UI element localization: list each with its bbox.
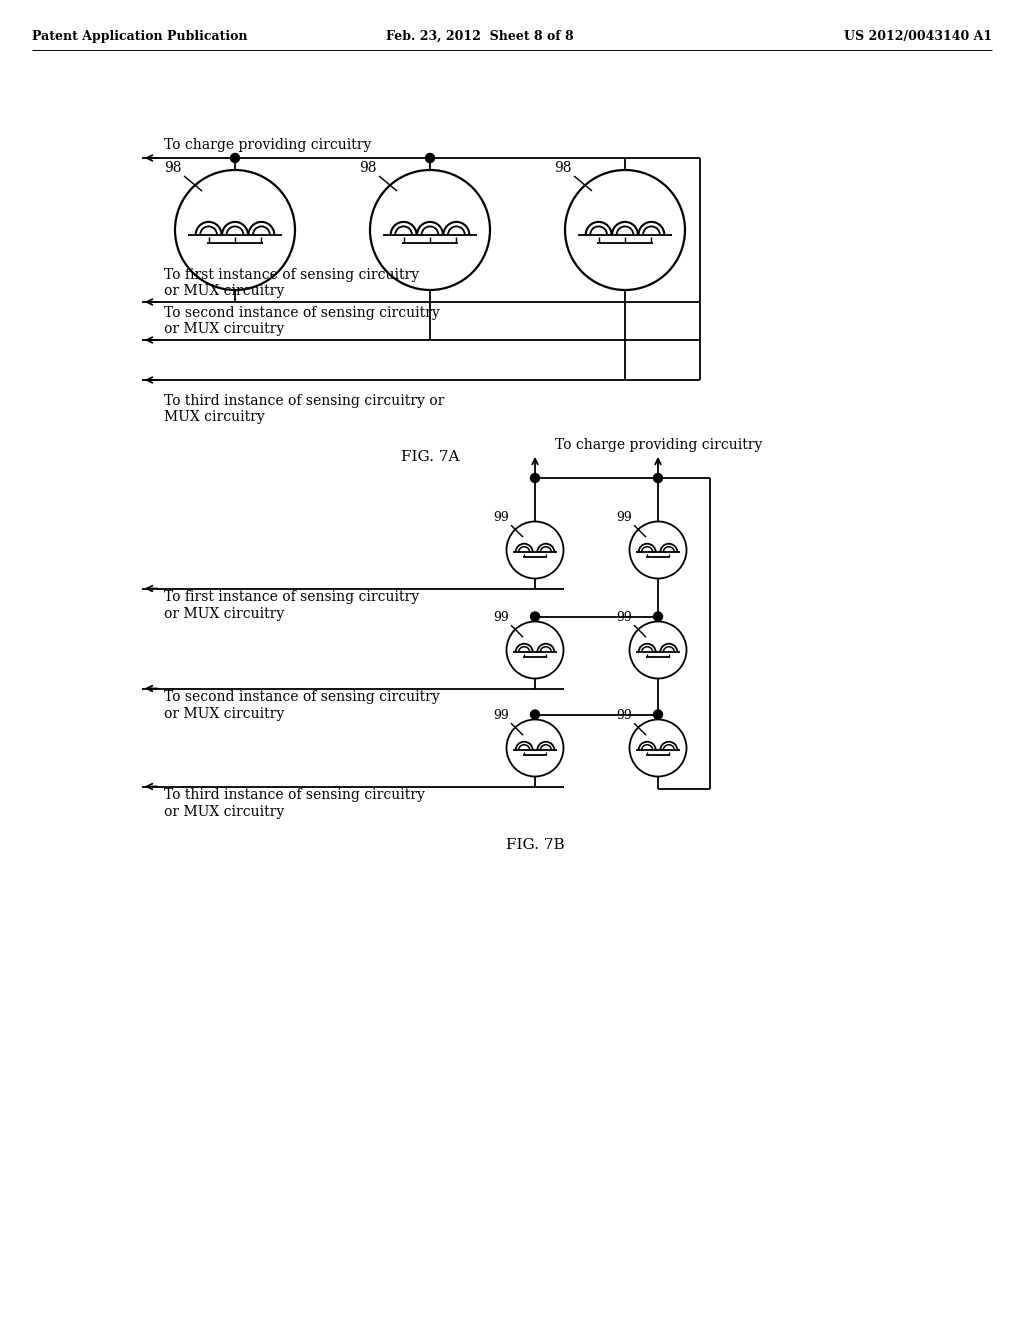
Text: To second instance of sensing circuitry
or MUX circuitry: To second instance of sensing circuitry … (164, 690, 439, 721)
Text: To charge providing circuitry: To charge providing circuitry (164, 139, 372, 152)
Text: FIG. 7B: FIG. 7B (506, 838, 564, 851)
Text: US 2012/0043140 A1: US 2012/0043140 A1 (844, 30, 992, 44)
Circle shape (530, 710, 540, 719)
Text: Feb. 23, 2012  Sheet 8 of 8: Feb. 23, 2012 Sheet 8 of 8 (386, 30, 573, 44)
Circle shape (653, 612, 663, 620)
Text: 98: 98 (555, 161, 572, 176)
Text: 99: 99 (616, 511, 632, 524)
Text: FIG. 7A: FIG. 7A (400, 450, 459, 465)
Text: To third instance of sensing circuitry
or MUX circuitry: To third instance of sensing circuitry o… (164, 788, 425, 818)
Text: To first instance of sensing circuitry
or MUX circuitry: To first instance of sensing circuitry o… (164, 268, 419, 298)
Text: 98: 98 (359, 161, 377, 176)
Text: 99: 99 (494, 611, 509, 624)
Text: To second instance of sensing circuitry
or MUX circuitry: To second instance of sensing circuitry … (164, 306, 439, 337)
Circle shape (530, 474, 540, 483)
Text: 99: 99 (494, 709, 509, 722)
Text: 99: 99 (616, 611, 632, 624)
Text: To charge providing circuitry: To charge providing circuitry (555, 438, 763, 451)
Text: 98: 98 (165, 161, 182, 176)
Circle shape (230, 153, 240, 162)
Circle shape (653, 710, 663, 719)
Text: 99: 99 (494, 511, 509, 524)
Text: To third instance of sensing circuitry or
MUX circuitry: To third instance of sensing circuitry o… (164, 393, 444, 424)
Text: Patent Application Publication: Patent Application Publication (32, 30, 248, 44)
Circle shape (530, 612, 540, 620)
Text: To first instance of sensing circuitry
or MUX circuitry: To first instance of sensing circuitry o… (164, 590, 419, 620)
Text: 99: 99 (616, 709, 632, 722)
Circle shape (426, 153, 434, 162)
Circle shape (653, 474, 663, 483)
